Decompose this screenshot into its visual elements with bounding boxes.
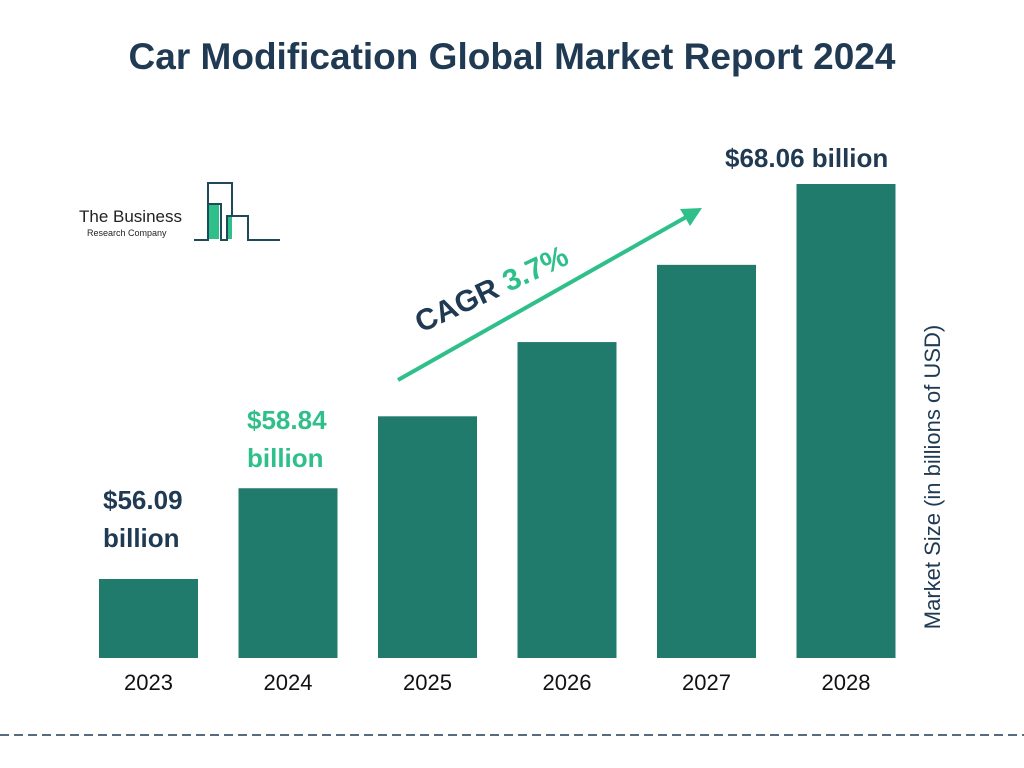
x-tick-label-2027: 2027 — [682, 670, 731, 695]
bar-2028 — [796, 184, 896, 658]
bar-2023 — [99, 579, 198, 658]
data-label-2028: $68.06 billion — [725, 143, 889, 173]
bar-2024 — [238, 488, 338, 658]
x-tick-label-2024: 2024 — [264, 670, 313, 695]
data-label-2024: $58.84 billion — [247, 405, 327, 473]
x-tick-label-2028: 2028 — [822, 670, 871, 695]
x-tick-label-2025: 2025 — [403, 670, 452, 695]
company-logo: The Business Research Company — [79, 182, 280, 241]
bar-2025 — [378, 416, 477, 658]
logo-text-line1: The Business — [79, 207, 182, 226]
x-tick-label-2023: 2023 — [124, 670, 173, 695]
bar-2027 — [657, 264, 756, 658]
logo-text-line2: Research Company — [87, 228, 167, 238]
chart-title: Car Modification Global Market Report 20… — [128, 36, 896, 77]
data-label-2023: $56.09 billion — [103, 485, 183, 553]
bar-2026 — [517, 342, 617, 658]
cagr-arrow — [397, 208, 702, 382]
x-tick-label-2026: 2026 — [543, 670, 592, 695]
y-axis-label: Market Size (in billions of USD) — [920, 324, 945, 630]
